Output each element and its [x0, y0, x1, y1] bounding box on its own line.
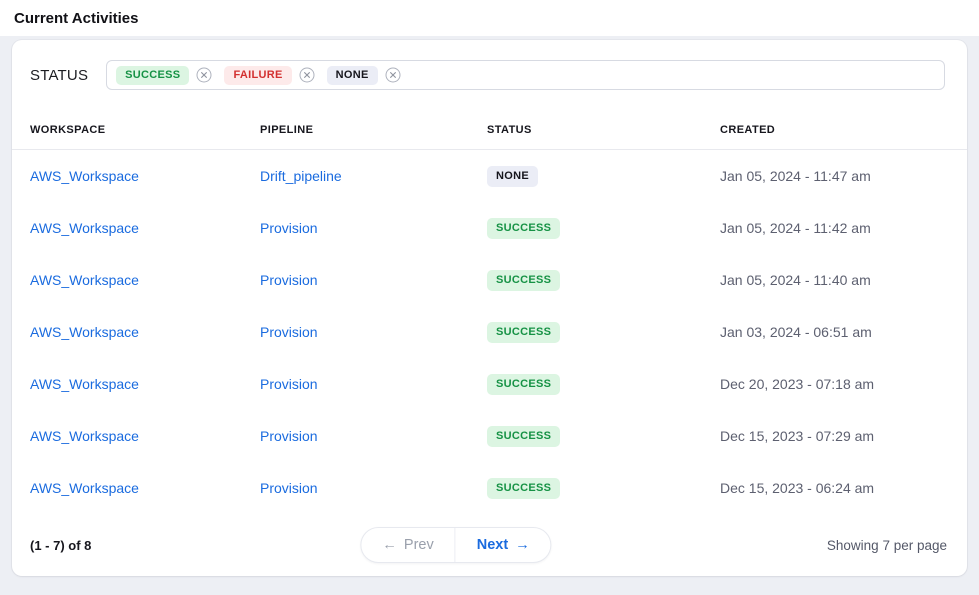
- next-button[interactable]: Next →: [454, 528, 551, 562]
- table-row: AWS_Workspace Provision SUCCESS Jan 05, …: [12, 254, 967, 306]
- pagination-control: ← Prev Next →: [360, 527, 552, 563]
- remove-tag-icon[interactable]: [385, 67, 401, 83]
- pipeline-link[interactable]: Provision: [260, 480, 318, 496]
- next-arrow-icon: →: [515, 537, 530, 553]
- status-badge: NONE: [487, 165, 538, 187]
- pipeline-link[interactable]: Provision: [260, 220, 318, 236]
- filter-tag-group-failure: FAILURE: [224, 65, 315, 85]
- status-badge: SUCCESS: [487, 269, 561, 291]
- status-badge: SUCCESS: [487, 477, 561, 499]
- pipeline-link[interactable]: Provision: [260, 428, 318, 444]
- workspace-link[interactable]: AWS_Workspace: [30, 324, 139, 340]
- filter-tag: FAILURE: [224, 65, 292, 85]
- filter-tag: SUCCESS: [116, 65, 190, 85]
- top-bar: Current Activities: [0, 0, 979, 36]
- status-badge: SUCCESS: [487, 425, 561, 447]
- prev-button[interactable]: ← Prev: [361, 528, 454, 562]
- next-button-label: Next: [476, 537, 509, 553]
- pipeline-link[interactable]: Provision: [260, 324, 318, 340]
- filter-row: STATUS SUCCESS FAILURE NONE: [12, 40, 967, 110]
- status-badge: SUCCESS: [487, 321, 561, 343]
- table-row: AWS_Workspace Drift_pipeline NONE Jan 05…: [12, 150, 967, 202]
- table-row: AWS_Workspace Provision SUCCESS Jan 05, …: [12, 202, 967, 254]
- status-filter-label: STATUS: [30, 66, 89, 84]
- created-date: Jan 03, 2024 - 06:51 am: [720, 324, 872, 340]
- workspace-link[interactable]: AWS_Workspace: [30, 220, 139, 236]
- table-row: AWS_Workspace Provision SUCCESS Jan 03, …: [12, 306, 967, 358]
- workspace-link[interactable]: AWS_Workspace: [30, 376, 139, 392]
- status-badge: SUCCESS: [487, 373, 561, 395]
- pipeline-link[interactable]: Drift_pipeline: [260, 168, 342, 184]
- filter-tag: NONE: [326, 65, 378, 85]
- created-date: Jan 05, 2024 - 11:42 am: [720, 220, 871, 236]
- column-header-status: STATUS: [487, 123, 532, 136]
- remove-tag-icon[interactable]: [196, 67, 212, 83]
- column-header-created: CREATED: [720, 123, 776, 136]
- created-date: Dec 15, 2023 - 07:29 am: [720, 428, 875, 444]
- pipeline-link[interactable]: Provision: [260, 272, 318, 288]
- table-footer: (1 - 7) of 8 ← Prev Next → Showing 7 per…: [12, 514, 967, 576]
- status-badge: SUCCESS: [487, 217, 561, 239]
- created-date: Dec 15, 2023 - 06:24 am: [720, 480, 875, 496]
- pipeline-link[interactable]: Provision: [260, 376, 318, 392]
- created-date: Jan 05, 2024 - 11:47 am: [720, 168, 871, 184]
- table-body: AWS_Workspace Drift_pipeline NONE Jan 05…: [12, 150, 967, 514]
- filter-tag-group-none: NONE: [326, 65, 401, 85]
- page-title: Current Activities: [14, 9, 139, 27]
- per-page-text: Showing 7 per page: [826, 537, 947, 553]
- created-date: Jan 05, 2024 - 11:40 am: [720, 272, 871, 288]
- created-date: Dec 20, 2023 - 07:18 am: [720, 376, 875, 392]
- table-row: AWS_Workspace Provision SUCCESS Dec 15, …: [12, 410, 967, 462]
- prev-arrow-icon: ←: [382, 537, 397, 553]
- workspace-link[interactable]: AWS_Workspace: [30, 272, 139, 288]
- current-activities-card: STATUS SUCCESS FAILURE NONE: [12, 40, 967, 576]
- pagination-range-text: (1 - 7) of 8: [30, 537, 92, 553]
- remove-tag-icon[interactable]: [299, 67, 315, 83]
- filter-tag-group-success: SUCCESS: [116, 65, 212, 85]
- table-row: AWS_Workspace Provision SUCCESS Dec 15, …: [12, 462, 967, 514]
- status-filter-input[interactable]: SUCCESS FAILURE NONE: [106, 60, 945, 90]
- workspace-link[interactable]: AWS_Workspace: [30, 168, 139, 184]
- column-header-pipeline: PIPELINE: [260, 123, 314, 136]
- column-header-workspace: WORKSPACE: [30, 123, 106, 136]
- workspace-link[interactable]: AWS_Workspace: [30, 480, 139, 496]
- prev-button-label: Prev: [403, 537, 434, 553]
- table-header-row: WORKSPACE PIPELINE STATUS CREATED: [12, 110, 967, 150]
- workspace-link[interactable]: AWS_Workspace: [30, 428, 139, 444]
- table-row: AWS_Workspace Provision SUCCESS Dec 20, …: [12, 358, 967, 410]
